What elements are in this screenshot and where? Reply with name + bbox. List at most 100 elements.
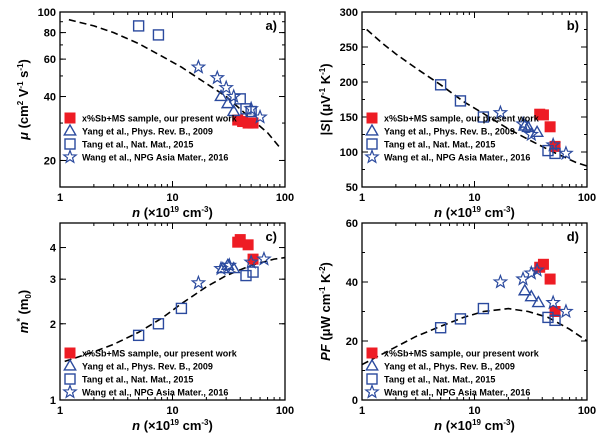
y-tick-label: 100 [38,7,56,19]
y-tick-label: 200 [340,77,358,89]
y-tick-label: 50 [346,182,358,194]
y-tick-label: 20 [346,336,358,348]
y-tick-label: 80 [44,28,56,40]
data-point-series-1 [537,258,549,270]
x-tick-label: 10 [166,192,178,204]
legend-label: Yang et al., Phys. Rev. B., 2009 [82,362,213,372]
panel-label: c) [265,229,277,244]
panel-label: a) [265,18,277,33]
legend-label: Wang et al., NPG Asia Mater., 2016 [384,388,530,398]
data-point-series-3 [434,79,447,91]
y-axis-label: m* (m0) [15,290,33,333]
data-point-series-3 [247,266,259,278]
x-tick-label: 100 [276,405,294,417]
legend-label: Wang et al., NPG Asia Mater., 2016 [82,388,228,398]
legend-label: Yang et al., Phys. Rev. B., 2009 [82,127,213,137]
x-tick-label: 1 [359,405,365,417]
legend-marker [366,138,378,150]
legend-label: Wang et al., NPG Asia Mater., 2016 [82,153,228,163]
data-point-series-4 [558,145,574,161]
legend-label: x%Sb+MS sample, our present work [384,114,540,124]
legend: x%Sb+MS sample, our present work Yang et … [364,347,540,399]
legend-marker [365,358,379,371]
x-axis-label: n (×1019 cm-3) [434,418,515,433]
data-point-series-4 [243,100,259,116]
legend-label: Tang et al., Nat. Mat., 2015 [82,140,193,150]
data-point-series-2 [226,261,241,274]
data-point-series-2 [226,104,241,117]
x-tick-label: 100 [578,405,596,417]
legend: x%Sb+MS sample, our present work Yang et … [62,347,238,399]
panel-b: 1 10 100 50 100 150 200 250 300 x%Sb+MS sample, o… [318,7,596,220]
data-point-series-1 [242,239,254,251]
x-axis-label: n (×1019 cm-3) [434,205,515,220]
data-point-series-3 [477,111,490,123]
legend-marker [64,373,76,385]
data-point-series-3 [152,29,165,41]
legend-label: Tang et al., Nat. Mat., 2015 [82,375,193,385]
data-point-series-3 [132,20,145,32]
y-axis-label: PF (μW cm-1 K-2) [318,262,333,361]
panel-label: d) [567,229,579,244]
x-tick-label: 1 [57,192,63,204]
data-point-series-4 [529,261,545,277]
data-point-series-4 [523,264,540,280]
data-point-series-3 [132,329,145,342]
x-tick-label: 10 [468,405,480,417]
data-point-series-4 [243,253,259,269]
data-point-series-2 [521,120,536,133]
data-point-series-2 [530,124,544,138]
legend-marker [63,123,77,136]
data-point-series-4 [256,250,272,266]
legend-label: x%Sb+MS sample, our present work [82,114,238,124]
legend-marker [366,112,378,124]
data-point-series-1 [247,117,259,129]
y-tick-label: 250 [340,42,358,54]
data-point-series-4 [225,88,242,104]
y-tick-label: 40 [346,277,358,289]
data-point-series-4 [218,79,235,95]
x-tick-label: 1 [359,192,365,204]
data-point-series-3 [549,314,561,327]
axis-ticks [361,222,588,401]
y-axis-label: μ (cm2 V-1 s-1) [16,59,31,141]
data-point-series-4 [545,294,561,310]
data-point-series-2 [517,118,532,131]
data-point-series-1 [544,273,556,285]
axis-ticks [59,11,286,187]
panel-label: b) [567,18,579,33]
panel-a: 1 10 100 20 40 60 80 100 x%Sb+MS sample, our pre… [16,7,294,220]
y-tick-label: 0 [352,395,358,407]
data-point-series-3 [542,144,554,157]
y-axis-label: |S| (μV-1 K-1) [318,63,333,135]
legend-marker [64,112,76,124]
legend-marker [364,383,380,399]
legend: x%Sb+MS sample, our present work Yang et … [62,112,238,164]
x-tick-label: 1 [57,405,63,417]
y-tick-label: 60 [346,218,358,230]
legend: x%Sb+MS sample, our present work Yang et … [364,112,540,164]
x-axis-label: n (×1019 cm-3) [132,418,213,433]
legend-label: Tang et al., Nat. Mat., 2015 [384,140,495,150]
data-point-series-2 [517,283,532,296]
legend-label: x%Sb+MS sample, our present work [82,349,238,359]
data-point-series-4 [492,104,509,120]
data-point-series-3 [245,105,257,118]
data-point-series-3 [454,95,467,107]
fit-curve [361,307,588,366]
data-point-series-3 [542,311,554,324]
data-point-series-4 [523,126,540,142]
y-tick-label: 20 [44,155,56,167]
legend-marker [366,347,378,359]
legend-marker [64,138,76,150]
data-point-series-4 [221,257,238,273]
data-point-series-4 [545,136,561,152]
x-tick-label: 100 [276,192,294,204]
y-tick-label: 1 [50,395,56,407]
data-point-series-3 [240,269,252,282]
legend-marker [62,148,78,164]
data-point-series-4 [213,260,229,276]
y-tick-label: 100 [340,147,358,159]
